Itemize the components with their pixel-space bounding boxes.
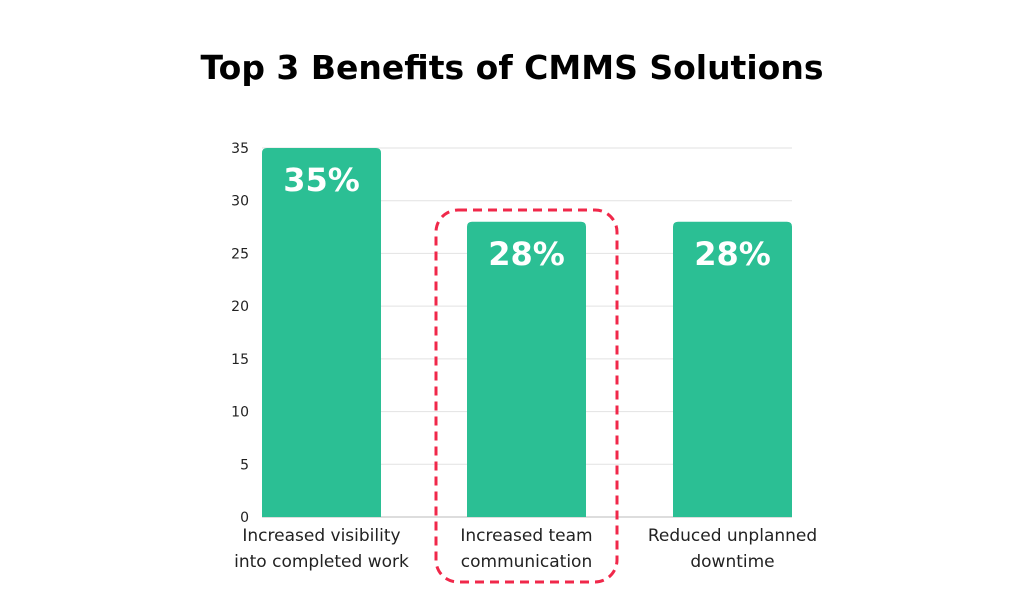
chart-title: Top 3 Benefits of CMMS Solutions [200, 48, 824, 87]
x-tick-label: Reduced unplanned [648, 526, 817, 546]
highlight-box [434, 208, 619, 584]
data-label: 28% [694, 235, 771, 273]
bar [262, 148, 381, 517]
data-label: 35% [283, 161, 360, 199]
y-tick-label: 35 [231, 141, 249, 157]
x-tick-label: Increased team [460, 526, 592, 546]
x-tick-label: communication [461, 552, 592, 572]
x-tick-label: Increased visibility [242, 526, 400, 546]
y-tick-label: 15 [231, 352, 249, 368]
y-tick-label: 5 [240, 457, 249, 473]
y-tick-label: 30 [231, 194, 249, 210]
x-tick-label: downtime [690, 552, 774, 572]
bar [673, 221, 792, 518]
x-tick-label: into completed work [234, 552, 409, 572]
y-tick-label: 10 [231, 405, 249, 421]
y-tick-label: 20 [231, 299, 249, 315]
y-tick-label: 25 [231, 246, 249, 262]
bar [467, 221, 586, 518]
data-label: 28% [488, 235, 565, 273]
y-tick-label: 0 [240, 510, 249, 526]
